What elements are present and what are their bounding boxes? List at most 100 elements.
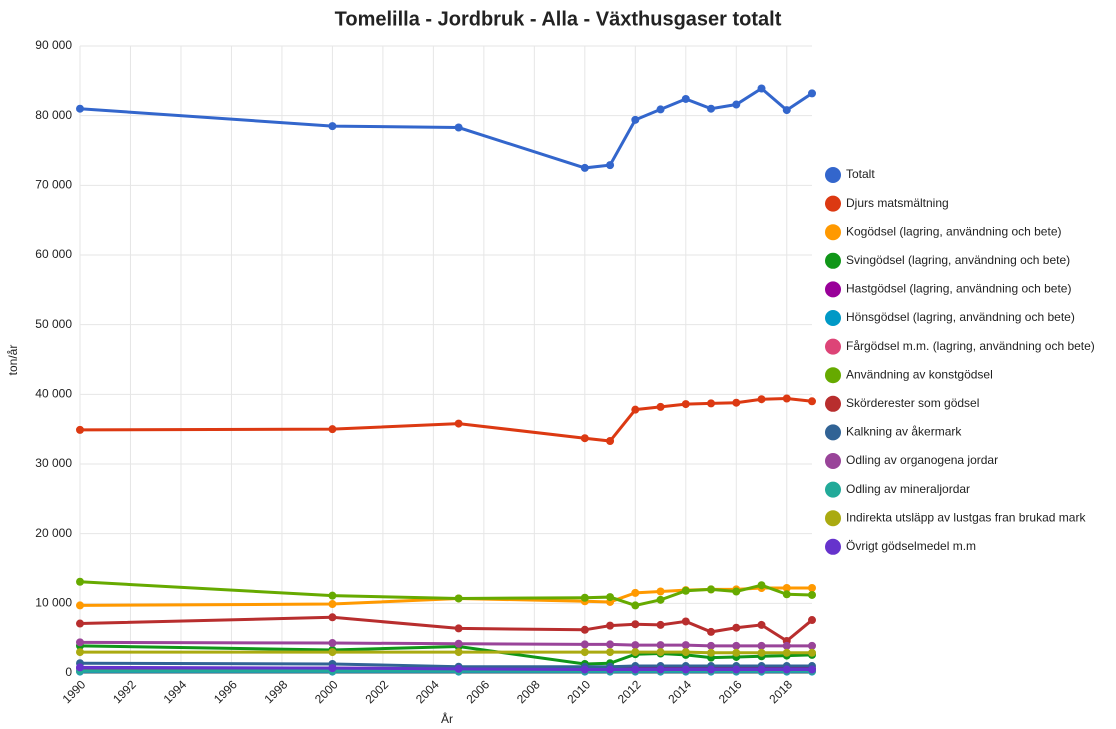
legend-label: Kalkning av åkermark <box>846 425 962 439</box>
data-point <box>631 665 640 674</box>
data-point <box>328 664 337 673</box>
data-point <box>580 593 589 602</box>
data-point <box>782 641 791 650</box>
data-point <box>808 397 816 406</box>
data-point <box>631 641 640 650</box>
legend-swatch <box>825 224 841 241</box>
y-tick-label: 30 000 <box>35 456 72 470</box>
x-tick-label: 2014 <box>665 677 694 706</box>
data-point <box>606 161 615 170</box>
y-tick-label: 40 000 <box>35 387 72 401</box>
legend-swatch <box>825 367 841 384</box>
y-tick-label: 90 000 <box>35 38 72 52</box>
data-point <box>454 664 463 673</box>
data-point <box>656 105 665 114</box>
data-point <box>328 600 337 609</box>
data-point <box>707 627 716 636</box>
y-axis-label: ton/år <box>6 345 20 376</box>
legend-label: Kogödsel (lagring, användning och bete) <box>846 224 1061 238</box>
legend-swatch <box>825 481 841 498</box>
data-point <box>328 425 337 434</box>
data-point <box>606 665 615 674</box>
series-line <box>79 661 812 669</box>
legend-swatch <box>825 167 841 183</box>
x-axis-label: År <box>441 711 453 726</box>
data-point <box>681 665 690 674</box>
data-point <box>631 601 640 610</box>
x-tick-label: 1990 <box>60 677 89 706</box>
data-point <box>580 625 589 634</box>
x-tick-label: 1998 <box>262 677 291 706</box>
data-point <box>808 616 816 625</box>
y-tick-label: 20 000 <box>35 526 72 540</box>
series-line <box>79 644 813 666</box>
data-point <box>681 617 690 626</box>
data-point <box>707 665 716 674</box>
legend-label: Svingödsel (lagring, användning och bete… <box>846 253 1070 267</box>
data-point <box>76 663 84 672</box>
data-point <box>454 123 463 132</box>
data-point <box>808 590 816 599</box>
data-point <box>631 648 640 657</box>
data-point <box>606 621 615 630</box>
x-tick-label: 1994 <box>161 677 190 706</box>
legend-label: Skörderester som gödsel <box>846 396 979 410</box>
legend-swatch <box>825 252 841 269</box>
data-point <box>328 639 337 648</box>
data-point <box>681 641 690 650</box>
data-point <box>631 405 640 414</box>
data-point <box>656 648 665 657</box>
y-tick-label: 0 <box>65 665 72 679</box>
legend-swatch <box>825 453 841 469</box>
series-line <box>79 580 813 607</box>
x-tick-label: 2008 <box>514 677 543 706</box>
y-tick-label: 70 000 <box>35 178 72 192</box>
data-point <box>454 648 463 657</box>
data-point <box>681 586 690 595</box>
legend-label: Fårgödsel m.m. (lagring, användning och … <box>846 339 1095 353</box>
data-point <box>782 590 791 599</box>
data-point <box>782 665 791 674</box>
x-tick-label: 2002 <box>362 677 391 706</box>
data-point <box>580 648 589 657</box>
data-point <box>76 577 84 586</box>
series-line <box>79 86 813 170</box>
chart-title: Tomelilla - Jordbruk - Alla - Växthusgas… <box>335 8 782 30</box>
legend-swatch <box>825 195 841 212</box>
data-point <box>454 594 463 603</box>
data-point <box>656 587 665 596</box>
x-tick-label: 2012 <box>615 677 644 706</box>
data-point <box>757 395 766 404</box>
data-point <box>656 402 665 411</box>
data-point <box>782 394 791 403</box>
legend-label: Odling av organogena jordar <box>846 453 998 467</box>
data-point <box>808 584 816 593</box>
series-line <box>79 640 812 648</box>
data-point <box>76 638 84 647</box>
data-point <box>631 588 640 597</box>
data-point <box>707 399 716 408</box>
data-point <box>580 163 589 172</box>
data-point <box>757 648 766 657</box>
legend-swatch <box>825 395 841 412</box>
legend-label: Djurs matsmältning <box>846 196 949 210</box>
data-point <box>707 648 716 657</box>
data-point <box>808 89 816 98</box>
series-line <box>80 650 812 655</box>
data-point <box>580 665 589 674</box>
legend-swatch <box>825 281 841 298</box>
x-tick-label: 2004 <box>413 677 442 706</box>
legend-label: Övrigt gödselmedel m.m <box>846 539 976 553</box>
data-point <box>606 640 615 649</box>
x-tick-label: 2006 <box>463 677 492 706</box>
data-point <box>782 106 791 115</box>
data-point <box>782 584 791 593</box>
x-tick-label: 1992 <box>110 677 139 706</box>
data-point <box>808 641 816 650</box>
legend-swatch <box>825 424 841 441</box>
data-point <box>681 648 690 657</box>
y-tick-label: 80 000 <box>35 108 72 122</box>
x-tick-label: 1996 <box>211 677 240 706</box>
data-point <box>606 593 615 602</box>
data-point <box>328 122 337 131</box>
